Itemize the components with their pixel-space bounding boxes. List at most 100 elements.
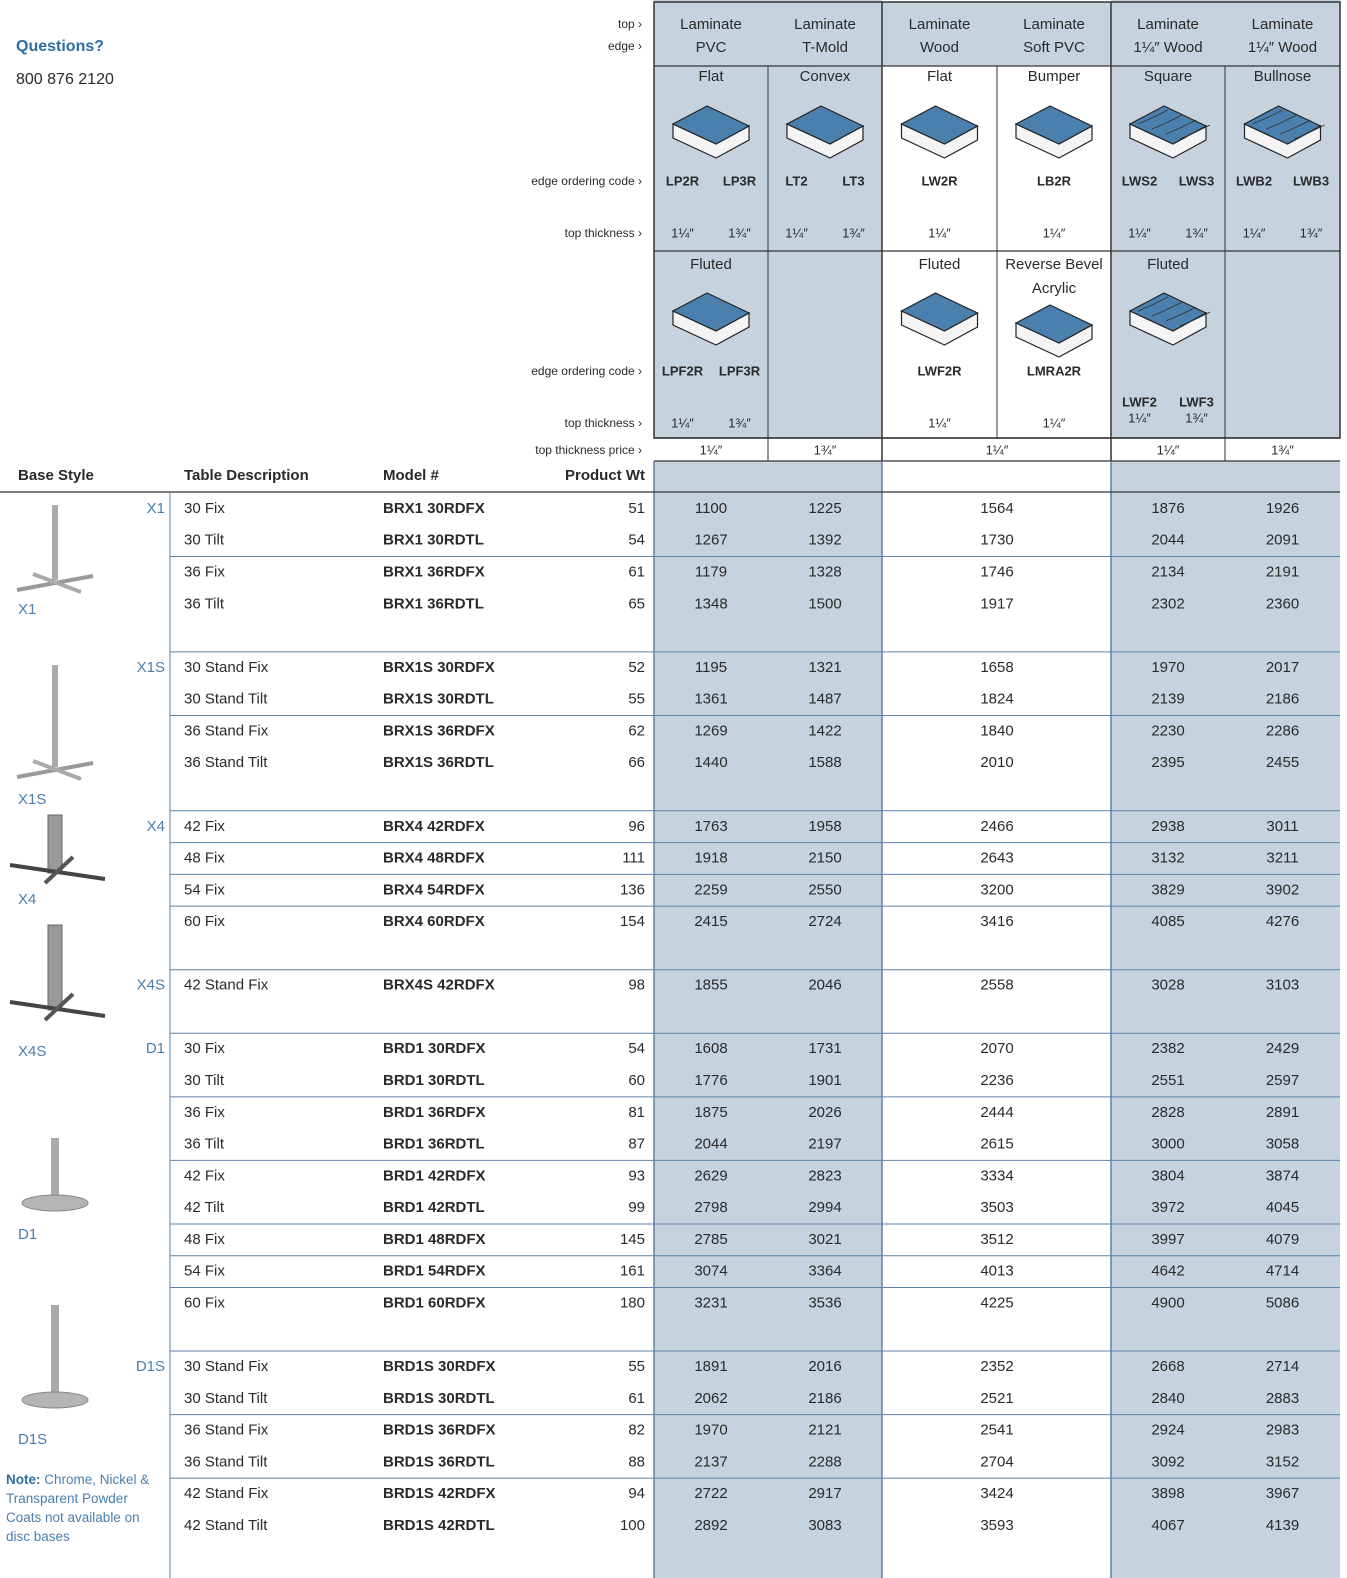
base-pole xyxy=(52,505,58,580)
model: BRD1S 42RDFX xyxy=(383,1485,496,1502)
price: 3011 xyxy=(1266,818,1298,835)
description: 60 Fix xyxy=(184,913,225,930)
price: 2429 xyxy=(1266,1040,1299,1057)
base-style: X4 xyxy=(147,818,165,835)
price: 1731 xyxy=(808,1040,841,1057)
edge-name: Bullnose xyxy=(1254,68,1312,85)
price: 2551 xyxy=(1151,1072,1184,1089)
price: 3536 xyxy=(808,1294,841,1311)
top-thickness: 1¼″ xyxy=(785,225,808,240)
edge-name: Flat xyxy=(698,68,724,85)
wood-grain xyxy=(1266,114,1297,130)
price: 4067 xyxy=(1151,1517,1184,1534)
price: 2597 xyxy=(1266,1072,1299,1089)
price: 2070 xyxy=(980,1040,1013,1057)
edge-top xyxy=(671,292,751,332)
price: 2629 xyxy=(694,1167,727,1184)
price: 2840 xyxy=(1151,1390,1184,1407)
row-label: top thickness price › xyxy=(535,443,642,457)
price: 2541 xyxy=(980,1422,1013,1439)
price: 1608 xyxy=(694,1040,727,1057)
base-style-caption: D1S xyxy=(18,1431,47,1448)
price: 2016 xyxy=(808,1358,841,1375)
price: 1824 xyxy=(980,691,1013,708)
price: 2883 xyxy=(1266,1390,1299,1407)
model: BRD1 36RDFX xyxy=(383,1104,486,1121)
base-disc xyxy=(21,1194,89,1212)
weight: 94 xyxy=(628,1485,645,1502)
edge-code: LPF3R xyxy=(719,363,761,378)
row-label: top thickness › xyxy=(565,226,642,240)
price: 2091 xyxy=(1266,532,1299,549)
edge-code: LWB2 xyxy=(1236,173,1272,188)
price: 2724 xyxy=(808,913,841,930)
model: BRX4S 42RDFX xyxy=(383,977,495,994)
price: 2643 xyxy=(980,850,1013,867)
edge-code: LP2R xyxy=(666,173,700,188)
price: 3000 xyxy=(1151,1136,1184,1153)
edge-icon xyxy=(900,105,979,159)
base-style-caption: X1 xyxy=(18,601,36,618)
price: 1918 xyxy=(694,850,727,867)
weight: 54 xyxy=(628,532,645,549)
edge-name: Acrylic xyxy=(1032,280,1077,297)
price: 2828 xyxy=(1151,1104,1184,1121)
base-pole xyxy=(51,1305,59,1396)
base-pole xyxy=(51,1138,59,1199)
price: 1891 xyxy=(694,1358,727,1375)
description: 36 Tilt xyxy=(184,1136,225,1153)
price: 1917 xyxy=(980,595,1013,612)
wood-grain xyxy=(1151,114,1183,130)
model: BRX1 36RDFX xyxy=(383,564,485,581)
top-thickness: 1¾″ xyxy=(1185,410,1208,425)
price: 2017 xyxy=(1266,659,1299,676)
price: 3967 xyxy=(1266,1485,1299,1502)
weight: 96 xyxy=(628,818,645,835)
column-top: PVC xyxy=(696,39,727,56)
base-foot xyxy=(43,855,75,885)
weight: 161 xyxy=(620,1263,645,1280)
wood-grain xyxy=(1165,119,1197,135)
edge-icon xyxy=(1128,105,1211,159)
model: BRX4 42RDFX xyxy=(383,818,485,835)
edge-code: LT2 xyxy=(785,173,807,188)
price: 3074 xyxy=(694,1263,727,1280)
description: 42 Stand Tilt xyxy=(184,1517,268,1534)
price: 1328 xyxy=(808,564,841,581)
price: 3972 xyxy=(1151,1199,1184,1216)
top-thickness: 1¾″ xyxy=(728,225,751,240)
base-foot xyxy=(43,992,75,1022)
top-thickness: 1¼″ xyxy=(1128,225,1151,240)
base-pole xyxy=(47,924,63,1011)
price: 2983 xyxy=(1266,1422,1299,1439)
edge-top xyxy=(1128,292,1208,332)
price: 2137 xyxy=(694,1453,727,1470)
description: 36 Fix xyxy=(184,564,225,581)
price: 2139 xyxy=(1151,691,1184,708)
price: 3028 xyxy=(1151,977,1184,994)
price: 2668 xyxy=(1151,1358,1184,1375)
price: 2230 xyxy=(1151,722,1184,739)
model: BRX4 54RDFX xyxy=(383,881,485,898)
price: 2044 xyxy=(1151,532,1184,549)
price: 2455 xyxy=(1266,754,1299,771)
wood-grain xyxy=(1137,296,1169,312)
price: 3152 xyxy=(1266,1453,1299,1470)
price: 2186 xyxy=(1266,691,1299,708)
description: 42 Fix xyxy=(184,1167,225,1184)
price: 3898 xyxy=(1151,1485,1184,1502)
price: 2044 xyxy=(694,1136,727,1153)
price: 2714 xyxy=(1266,1358,1299,1375)
edge-icon xyxy=(1014,304,1094,358)
wood-grain xyxy=(1280,119,1311,135)
price: 3424 xyxy=(980,1485,1013,1502)
description: 54 Fix xyxy=(184,1263,225,1280)
edge-code: LP3R xyxy=(723,173,757,188)
price: 2236 xyxy=(980,1072,1013,1089)
weight: 154 xyxy=(620,913,645,930)
price: 1876 xyxy=(1151,500,1184,517)
weight: 62 xyxy=(628,722,645,739)
description: 30 Fix xyxy=(184,500,225,517)
price: 2704 xyxy=(980,1453,1013,1470)
price: 2415 xyxy=(694,913,727,930)
